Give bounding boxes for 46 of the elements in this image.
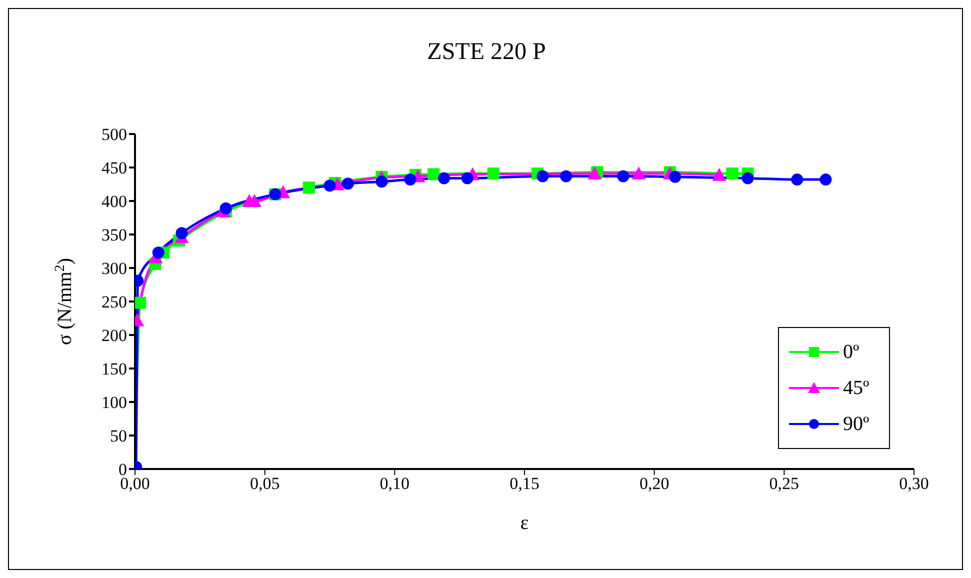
y-tick-label: 450 — [102, 158, 127, 178]
point — [588, 166, 602, 180]
x-tick-label: 0,20 — [639, 474, 670, 494]
point — [487, 168, 500, 180]
y-tick-label: 250 — [102, 292, 127, 312]
point — [560, 170, 572, 182]
chart-title: ZSTE 220 P — [426, 39, 547, 66]
point — [302, 182, 315, 194]
point — [536, 170, 549, 182]
point — [376, 176, 388, 188]
point — [632, 166, 646, 180]
y-tick-label: 500 — [102, 125, 127, 144]
point — [152, 246, 164, 259]
x-tick-label: 0,25 — [769, 474, 800, 494]
point — [176, 227, 188, 240]
point — [669, 170, 682, 183]
point — [438, 172, 450, 184]
point — [617, 170, 630, 182]
x-tick-label: 0,30 — [899, 474, 929, 494]
legend-label: 90º — [843, 412, 870, 436]
x-tick-label: 0,00 — [120, 474, 150, 494]
y-tick-label: 200 — [102, 326, 127, 346]
y-tick-label: 150 — [102, 360, 127, 379]
point — [135, 296, 146, 309]
legend-label: 0º — [843, 340, 860, 364]
point — [324, 180, 336, 192]
point — [742, 172, 754, 184]
y-tick-label: 350 — [102, 226, 127, 245]
point — [428, 168, 440, 180]
y-tick-label: 50 — [110, 426, 127, 446]
y-tick-label: 400 — [102, 192, 127, 212]
x-tick-label: 0,10 — [380, 474, 410, 494]
legend-label: 45º — [843, 376, 870, 400]
y-tick-label: 100 — [102, 393, 127, 412]
y-tick-label: 300 — [102, 259, 127, 278]
x-tick-label: 0,05 — [250, 474, 280, 494]
point — [726, 168, 738, 180]
point — [404, 174, 416, 186]
point — [820, 174, 832, 186]
point — [220, 202, 232, 214]
point — [791, 174, 804, 186]
point — [342, 178, 354, 190]
point — [461, 172, 474, 184]
x-axis-title: ε — [520, 512, 529, 534]
x-tick-label: 0,15 — [510, 474, 540, 494]
point — [712, 168, 726, 181]
